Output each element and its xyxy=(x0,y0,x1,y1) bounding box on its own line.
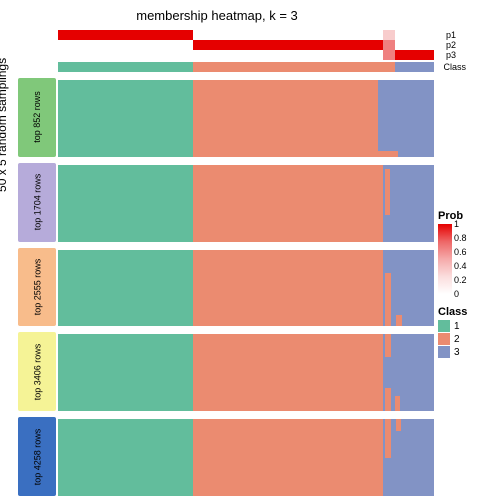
prob-legend-title: Prob xyxy=(438,210,500,222)
membership-heatmap: membership heatmap, k = 3 50 x 5 random … xyxy=(0,0,504,504)
heatmap-block xyxy=(58,163,434,242)
p-strip xyxy=(58,50,434,60)
row-label: top 3406 rows xyxy=(18,332,56,411)
heatmap-block xyxy=(58,332,434,411)
class-legend: Class 123 xyxy=(438,306,500,358)
class-strip xyxy=(58,62,434,72)
class-strip-label: Class xyxy=(443,62,466,72)
class-legend-item: 2 xyxy=(438,333,500,345)
heatmap-body xyxy=(58,78,434,496)
p-strip xyxy=(58,30,434,40)
heatmap-block xyxy=(58,78,434,157)
prob-gradient xyxy=(438,224,452,294)
heatmap-block xyxy=(58,248,434,327)
prob-tick: 0 xyxy=(454,290,459,299)
row-label: top 1704 rows xyxy=(18,163,56,242)
row-label: top 2555 rows xyxy=(18,248,56,327)
class-legend-item: 3 xyxy=(438,346,500,358)
prob-tick: 0.2 xyxy=(454,276,467,285)
row-label: top 852 rows xyxy=(18,78,56,157)
p-label: p1 xyxy=(446,30,456,40)
class-legend-item: 1 xyxy=(438,320,500,332)
legend: Prob 10.80.60.40.20 Class 123 xyxy=(438,210,500,359)
p-labels: p1p2p3 xyxy=(446,30,456,60)
y-axis-label: 50 x 5 random samplings xyxy=(0,58,9,192)
chart-title: membership heatmap, k = 3 xyxy=(0,8,434,23)
p-label: p3 xyxy=(446,50,456,60)
p-label: p2 xyxy=(446,40,456,50)
row-labels: top 852 rows top 1704 rows top 2555 rows to… xyxy=(18,78,56,496)
class-legend-title: Class xyxy=(438,306,500,318)
row-label: top 4258 rows xyxy=(18,417,56,496)
heatmap-block xyxy=(58,417,434,496)
annotation-strips xyxy=(58,30,434,72)
prob-tick: 0.8 xyxy=(454,234,467,243)
p-strip xyxy=(58,40,434,50)
prob-tick: 1 xyxy=(454,220,459,229)
prob-tick: 0.6 xyxy=(454,248,467,257)
prob-tick: 0.4 xyxy=(454,262,467,271)
